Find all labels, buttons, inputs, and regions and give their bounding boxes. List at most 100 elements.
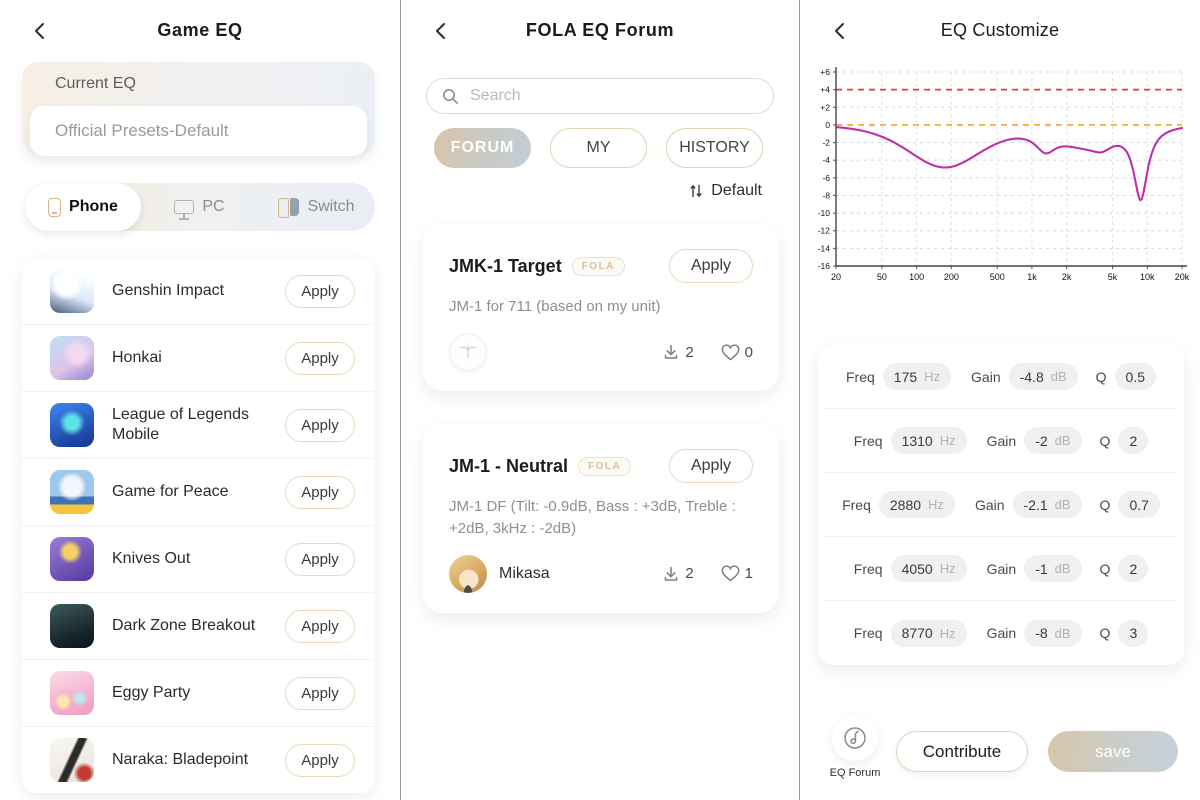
tab-forum[interactable]: FORUM	[434, 128, 531, 168]
preset-title: JMK-1 Target	[449, 255, 562, 276]
game-for-peace-icon	[50, 470, 94, 514]
svg-text:+4: +4	[820, 85, 830, 95]
tab-my[interactable]: MY	[550, 128, 647, 168]
filter-band-row: Freq 4050 Hz Gain -1 dB Q 2	[824, 537, 1178, 601]
back-icon[interactable]	[433, 21, 451, 41]
apply-button[interactable]: Apply	[285, 408, 355, 442]
svg-text:100: 100	[909, 272, 924, 282]
gain-label: Gain	[971, 368, 1001, 385]
freq-value-field[interactable]: 2880 Hz	[878, 491, 955, 518]
apply-button[interactable]: Apply	[285, 341, 355, 375]
apply-button[interactable]: Apply	[669, 449, 753, 483]
svg-text:200: 200	[944, 272, 959, 282]
svg-text:20: 20	[831, 272, 841, 282]
gain-value-field[interactable]: -8 dB	[1024, 619, 1082, 647]
svg-text:-6: -6	[822, 173, 830, 183]
current-eq-label: Current EQ	[55, 75, 136, 92]
game-eq-panel: Game EQ Current EQ Official Presets-Defa…	[0, 0, 400, 800]
svg-text:-10: -10	[818, 208, 831, 218]
tab-pc[interactable]: PC	[141, 183, 258, 231]
like-count: 1	[744, 565, 753, 582]
back-icon[interactable]	[832, 21, 850, 41]
gain-value-field[interactable]: -4.8 dB	[1008, 363, 1078, 390]
game-list-item: Genshin Impact Apply	[22, 258, 375, 325]
q-value-field[interactable]: 3	[1118, 619, 1149, 647]
svg-text:-4: -4	[822, 155, 830, 165]
svg-text:2k: 2k	[1062, 272, 1072, 282]
search-icon	[443, 88, 458, 104]
q-value-field[interactable]: 2	[1118, 555, 1149, 582]
page-title: Game EQ	[157, 20, 243, 40]
freq-value-field[interactable]: 8770 Hz	[890, 619, 967, 647]
game-list-item: Honkai Apply	[22, 325, 375, 392]
q-value-field[interactable]: 2	[1118, 427, 1149, 454]
search-input[interactable]	[470, 87, 758, 105]
apply-button[interactable]: Apply	[285, 676, 355, 710]
pc-monitor-icon	[174, 200, 195, 220]
current-eq-selector[interactable]: Official Presets-Default	[30, 106, 367, 156]
eq-forum-button[interactable]: EQ Forum	[825, 715, 885, 779]
gain-label: Gain	[986, 432, 1017, 449]
eq-customize-panel: EQ Customize 20 50 100 200 500 1k 2k 5k 10k 20k +6…	[800, 0, 1200, 800]
fola-eq-forum-panel: FOLA EQ Forum FORUM MY HISTORY Default J…	[400, 0, 800, 800]
apply-button[interactable]: Apply	[285, 475, 355, 509]
save-button[interactable]: save	[1048, 731, 1178, 772]
preset-title: JM-1 - Neutral	[449, 455, 569, 476]
svg-text:-14: -14	[818, 243, 831, 253]
dark-zone-breakout-icon	[50, 604, 94, 648]
contribute-button[interactable]: Contribute	[896, 731, 1028, 772]
tab-phone-label: Phone	[69, 198, 118, 215]
back-icon[interactable]	[32, 21, 50, 41]
tab-switch[interactable]: Switch	[258, 183, 375, 231]
freq-label: Freq	[853, 560, 883, 577]
freq-label: Freq	[853, 625, 883, 641]
game-name: Knives Out	[112, 550, 191, 567]
page-title: EQ Customize	[940, 20, 1060, 40]
freq-value-field[interactable]: 175 Hz	[882, 363, 952, 390]
apply-button[interactable]: Apply	[285, 743, 355, 777]
download-count: 2	[685, 565, 694, 582]
download-stat: 2	[661, 342, 694, 362]
download-stat: 2	[661, 564, 694, 584]
like-count: 0	[744, 343, 753, 361]
game-name: Eggy Party	[112, 684, 191, 701]
apply-button[interactable]: Apply	[285, 542, 355, 576]
genshin-impact-icon	[50, 269, 94, 313]
freq-value-field[interactable]: 1310 Hz	[890, 427, 967, 454]
fola-badge: FOLA	[571, 256, 625, 276]
knives-out-icon	[50, 537, 94, 581]
eq-response-chart: 20 50 100 200 500 1k 2k 5k 10k 20k +6 +4 +2 0 -2 -4 -6 -8…	[806, 60, 1198, 292]
download-icon	[665, 566, 678, 581]
naraka-bladepoint-icon	[50, 738, 94, 782]
current-eq-card: Current EQ Official Presets-Default	[22, 62, 375, 156]
q-label: Q	[1099, 496, 1111, 513]
freq-value-field[interactable]: 4050 Hz	[890, 555, 967, 582]
gain-label: Gain	[974, 496, 1005, 513]
svg-text:500: 500	[990, 272, 1005, 282]
gain-value-field[interactable]: -2.1 dB	[1012, 491, 1082, 518]
q-value-field[interactable]: 0.5	[1114, 363, 1156, 390]
switch-joycon-icon	[278, 198, 300, 218]
q-label: Q	[1095, 368, 1107, 385]
game-name: Naraka: Bladepoint	[112, 751, 249, 768]
tab-switch-label: Switch	[307, 198, 355, 215]
tab-history[interactable]: HISTORY	[666, 128, 763, 168]
like-stat[interactable]: 0	[720, 343, 753, 362]
download-count: 2	[685, 343, 694, 361]
forum-tabs: FORUM MY HISTORY	[434, 128, 763, 168]
apply-button[interactable]: Apply	[285, 274, 355, 308]
apply-button[interactable]: Apply	[285, 609, 355, 643]
svg-text:1k: 1k	[1027, 272, 1037, 282]
svg-text:-12: -12	[818, 226, 831, 236]
game-list-item: Dark Zone Breakout Apply	[22, 593, 375, 660]
gain-value-field[interactable]: -2 dB	[1024, 427, 1082, 454]
avatar	[449, 554, 487, 593]
gain-label: Gain	[986, 560, 1017, 577]
sort-arrows-icon	[690, 184, 702, 198]
apply-button[interactable]: Apply	[669, 249, 753, 283]
tab-phone[interactable]: Phone	[25, 183, 141, 231]
q-value-field[interactable]: 0.7	[1118, 491, 1160, 518]
sort-control[interactable]: Default	[689, 182, 762, 200]
gain-value-field[interactable]: -1 dB	[1024, 555, 1082, 582]
like-stat[interactable]: 1	[720, 564, 753, 583]
